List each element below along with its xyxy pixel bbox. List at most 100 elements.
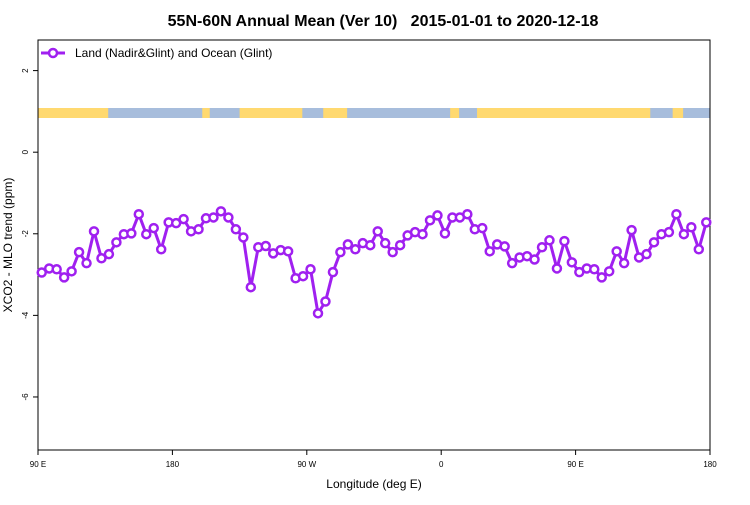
x-tick-label: 90 E: [30, 460, 46, 469]
data-point: [506, 257, 518, 269]
data-point: [544, 235, 555, 246]
data-point: [282, 246, 294, 257]
data-point: [223, 212, 234, 223]
ocean-segment: [683, 108, 711, 118]
data-point: [394, 239, 406, 251]
data-point: [305, 264, 316, 275]
data-point: [58, 272, 70, 283]
ocean-segment: [650, 108, 674, 118]
x-axis-label: Longitude (deg E): [326, 477, 421, 491]
land-segment: [450, 108, 460, 118]
data-point: [170, 217, 182, 229]
ocean-segment: [347, 108, 451, 118]
land-segment: [202, 108, 211, 118]
data-point: [111, 237, 122, 248]
data-point: [477, 222, 488, 234]
data-point: [88, 226, 100, 237]
data-point: [350, 244, 361, 255]
chart-title: 55N-60N Annual Mean (Ver 10) 2015-01-01 …: [168, 13, 599, 30]
data-point: [499, 241, 510, 252]
data-point: [148, 222, 159, 234]
data-point: [365, 239, 376, 251]
data-point: [66, 266, 77, 277]
data-point: [103, 248, 115, 260]
data-point: [387, 246, 398, 258]
data-point: [589, 264, 600, 275]
land-segment: [38, 108, 109, 118]
data-point: [611, 246, 622, 257]
data-point: [663, 226, 675, 238]
legend-label: Land (Nadir&Glint) and Ocean (Glint): [75, 46, 272, 60]
x-axis: 90 E 180 90 W 0 90 E 180: [30, 450, 717, 469]
y-axis: 2 0 -2 -4 -6: [21, 68, 38, 401]
data-point: [424, 215, 436, 226]
y-tick-label: -6: [21, 393, 30, 401]
data-point: [238, 232, 249, 243]
series-polyline: [41, 209, 708, 315]
y-axis-label: XCO2 - MLO trend (ppm): [1, 178, 15, 313]
data-point: [96, 253, 107, 264]
data-point: [439, 228, 451, 239]
data-point: [559, 235, 570, 247]
data-point: [432, 210, 443, 221]
data-point: [686, 222, 697, 233]
data-point: [551, 263, 563, 274]
ocean-segment: [302, 108, 324, 118]
ocean-segment: [108, 108, 203, 118]
data-point: [51, 264, 62, 275]
data-point: [342, 239, 354, 250]
y-tick-label: 0: [21, 149, 30, 154]
plot-frame: [37, 39, 711, 451]
ocean-segment: [209, 108, 241, 118]
data-point: [603, 266, 615, 277]
data-point: [141, 228, 152, 240]
data-point: [648, 237, 660, 248]
land-segment: [477, 108, 651, 118]
data-point: [73, 246, 85, 258]
land-segment: [239, 108, 303, 118]
data-point: [693, 244, 705, 255]
x-tick-label: 180: [703, 460, 717, 469]
land-segment: [672, 108, 684, 118]
legend-marker: [47, 47, 59, 59]
data-point: [678, 228, 690, 240]
data-point: [215, 206, 227, 217]
x-tick-label: 90 W: [297, 460, 316, 469]
data-point: [208, 212, 219, 223]
data-point: [297, 270, 309, 282]
series-line: [36, 206, 712, 319]
data-point: [312, 308, 324, 319]
data-point: [626, 224, 637, 236]
data-point: [327, 266, 339, 278]
y-tick-label: -4: [21, 311, 30, 319]
data-point: [536, 241, 548, 253]
x-tick-label: 180: [166, 460, 180, 469]
x-tick-label: 0: [439, 460, 444, 469]
data-point: [618, 257, 630, 269]
data-point: [155, 244, 167, 255]
data-point: [596, 272, 607, 283]
data-point: [178, 213, 189, 225]
ocean-segment: [459, 108, 478, 118]
y-tick-label: -2: [21, 230, 30, 238]
data-point: [641, 248, 652, 260]
data-point: [230, 224, 242, 235]
x-tick-label: 90 E: [567, 460, 583, 469]
data-point: [245, 281, 257, 293]
data-point: [379, 237, 391, 249]
y-tick-label: 2: [21, 68, 30, 73]
data-point: [133, 208, 145, 220]
data-point: [260, 240, 271, 252]
data-point: [372, 226, 383, 237]
data-point: [417, 228, 428, 240]
data-point: [701, 217, 712, 228]
data-point: [81, 257, 92, 269]
data-point: [335, 246, 346, 258]
data-point: [529, 254, 540, 265]
data-point: [462, 208, 473, 220]
data-point: [36, 267, 47, 278]
data-point: [126, 228, 137, 239]
land-segment: [323, 108, 348, 118]
data-point: [320, 296, 331, 307]
